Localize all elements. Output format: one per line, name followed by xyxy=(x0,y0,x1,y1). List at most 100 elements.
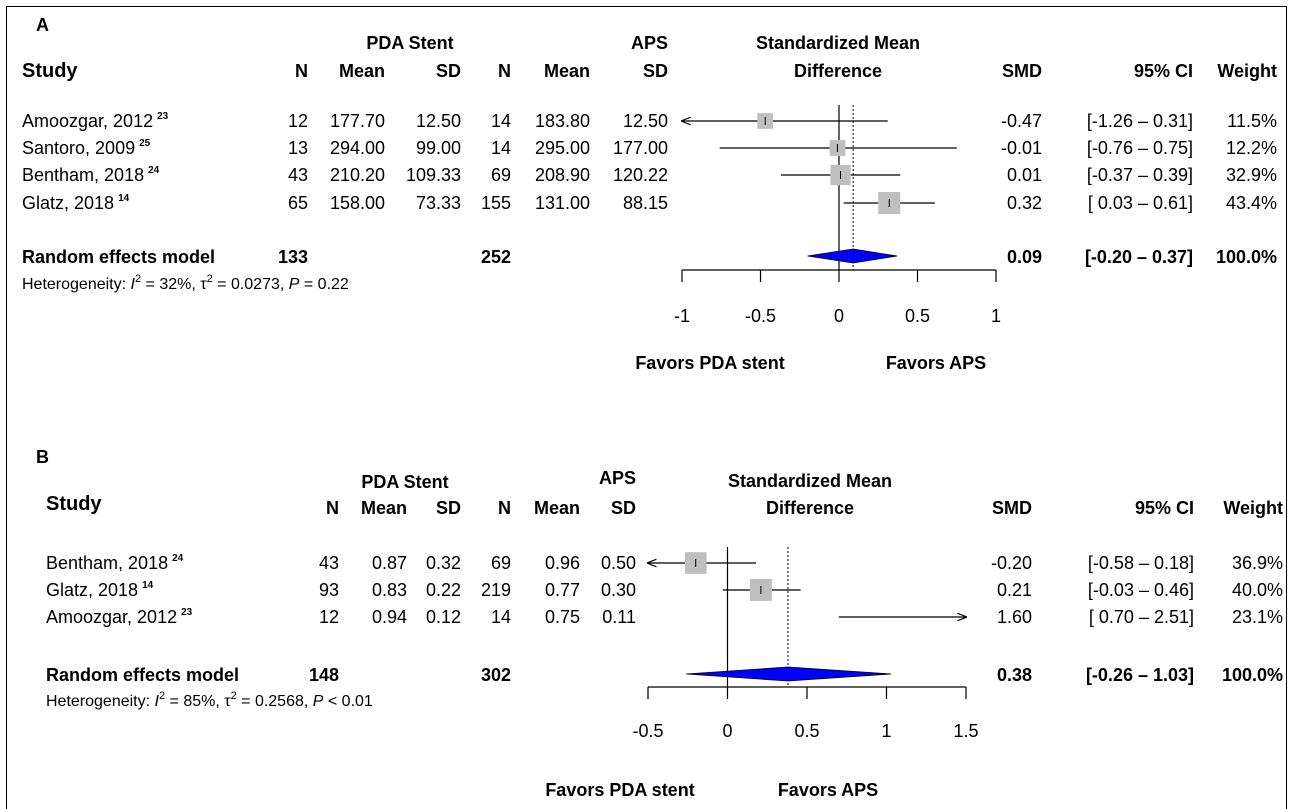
x-tick-label: 0.5 xyxy=(794,721,819,741)
header-n2: N xyxy=(498,61,511,81)
favors-right: Favors APS xyxy=(778,780,878,800)
pooled-weight: 100.0% xyxy=(1216,247,1277,267)
cell-n2: 14 xyxy=(491,111,511,131)
study-name: Amoozgar, 2012 23 xyxy=(22,111,169,131)
header-group1: PDA Stent xyxy=(361,472,448,492)
cell-sd1: 0.22 xyxy=(426,580,461,600)
header-sd1: SD xyxy=(436,61,461,81)
cell-smd: 0.21 xyxy=(997,580,1032,600)
study-rows: Amoozgar, 2012 23 12 177.70 12.50 14 183.80 12.… xyxy=(22,111,1277,213)
plot-area: -1 -0.5 0 0.5 1 xyxy=(674,105,1001,326)
cell-weight: 12.2% xyxy=(1226,138,1277,158)
header-ci: 95% CI xyxy=(1135,498,1194,518)
cell-n2: 219 xyxy=(481,580,511,600)
header-n2: N xyxy=(498,498,511,518)
pooled-weight: 100.0% xyxy=(1222,665,1283,685)
cell-weight: 36.9% xyxy=(1232,553,1283,573)
figure-frame xyxy=(6,6,1287,809)
panel-label: B xyxy=(36,447,49,467)
cell-n1: 12 xyxy=(319,607,339,627)
header-sd2: SD xyxy=(643,61,668,81)
cell-mean1: 0.83 xyxy=(372,580,407,600)
header-effect-line1: Standardized Mean xyxy=(756,33,920,53)
study-name: Glatz, 2018 14 xyxy=(46,580,154,600)
header-weight: Weight xyxy=(1223,498,1283,518)
study-ref: 14 xyxy=(118,193,130,204)
study-ref: 14 xyxy=(142,580,154,591)
cell-sd1: 73.33 xyxy=(416,193,461,213)
pooled-label: Random effects model xyxy=(46,665,239,685)
cell-mean2: 183.80 xyxy=(535,111,590,131)
study-ref: 23 xyxy=(181,607,193,618)
cell-mean2: 0.77 xyxy=(545,580,580,600)
header-mean1: Mean xyxy=(361,498,407,518)
cell-sd1: 0.32 xyxy=(426,553,461,573)
cell-ci: [ 0.03 – 0.61] xyxy=(1088,193,1193,213)
study-name: Bentham, 2018 24 xyxy=(46,553,184,573)
header-weight: Weight xyxy=(1217,61,1277,81)
favors-left: Favors PDA stent xyxy=(545,780,694,800)
cell-weight: 32.9% xyxy=(1226,165,1277,185)
x-tick-label: -0.5 xyxy=(632,721,663,741)
header-mean1: Mean xyxy=(339,61,385,81)
pooled-diamond xyxy=(686,666,892,682)
cell-n1: 93 xyxy=(319,580,339,600)
header-study: Study xyxy=(46,493,102,515)
cell-smd: 0.01 xyxy=(1007,165,1042,185)
cell-mean1: 294.00 xyxy=(330,138,385,158)
favors-left: Favors PDA stent xyxy=(635,353,784,373)
cell-n1: 65 xyxy=(288,193,308,213)
cell-mean1: 210.20 xyxy=(330,165,385,185)
pooled-ci: [-0.26 – 1.03] xyxy=(1086,665,1194,685)
cell-smd: 0.32 xyxy=(1007,193,1042,213)
pooled-n1: 148 xyxy=(309,665,339,685)
header-effect-line2: Difference xyxy=(794,61,882,81)
header-group1: PDA Stent xyxy=(366,33,453,53)
x-tick-label: -0.5 xyxy=(745,306,776,326)
header-smd: SMD xyxy=(1002,61,1042,81)
x-tick-label: 0 xyxy=(834,306,844,326)
cell-sd2: 0.11 xyxy=(602,607,636,627)
study-ref: 23 xyxy=(157,111,169,122)
heterogeneity-text: Heterogeneity: I2 = 85%, τ2 = 0.2568, P … xyxy=(46,690,373,710)
cell-ci: [-1.26 – 0.31] xyxy=(1087,111,1193,131)
pooled-diamond xyxy=(807,248,898,264)
header-study: Study xyxy=(22,60,78,82)
cell-weight: 23.1% xyxy=(1232,607,1283,627)
header-sd2: SD xyxy=(611,498,636,518)
cell-smd: -0.47 xyxy=(1001,111,1042,131)
study-name: Glatz, 2018 14 xyxy=(22,193,130,213)
x-tick-label: 1 xyxy=(991,306,1001,326)
study-name: Santoro, 2009 25 xyxy=(22,138,151,158)
pooled-smd: 0.09 xyxy=(1007,247,1042,267)
study-rows: Bentham, 2018 24 43 0.87 0.32 69 0.96 0.50 -0.20… xyxy=(46,553,1283,627)
favors-right: Favors APS xyxy=(886,353,986,373)
header-n1: N xyxy=(326,498,339,518)
cell-ci: [ 0.70 – 2.51] xyxy=(1089,607,1194,627)
x-tick-label: 0 xyxy=(722,721,732,741)
forest-plot-a: A Study PDA Stent APS N Mean SD N Mean S… xyxy=(22,15,1277,373)
cell-n2: 69 xyxy=(491,165,511,185)
cell-mean1: 158.00 xyxy=(330,193,385,213)
cell-mean1: 0.94 xyxy=(372,607,407,627)
cell-n1: 13 xyxy=(288,138,308,158)
cell-mean2: 0.75 xyxy=(545,607,580,627)
study-ref: 24 xyxy=(148,165,160,176)
cell-sd1: 99.00 xyxy=(416,138,461,158)
cell-ci: [-0.37 – 0.39] xyxy=(1087,165,1193,185)
cell-mean2: 208.90 xyxy=(535,165,590,185)
header-sd1: SD xyxy=(436,498,461,518)
header-group2: APS xyxy=(631,33,668,53)
pooled-n1: 133 xyxy=(278,247,308,267)
study-ref: 25 xyxy=(139,138,151,149)
panel-label: A xyxy=(36,15,49,35)
cell-n1: 43 xyxy=(319,553,339,573)
cell-n2: 69 xyxy=(491,553,511,573)
pooled-smd: 0.38 xyxy=(997,665,1032,685)
header-mean2: Mean xyxy=(544,61,590,81)
pooled-ci: [-0.20 – 0.37] xyxy=(1085,247,1193,267)
cell-n2: 14 xyxy=(491,607,511,627)
header-mean2: Mean xyxy=(534,498,580,518)
cell-smd: 1.60 xyxy=(997,607,1032,627)
cell-mean2: 131.00 xyxy=(535,193,590,213)
